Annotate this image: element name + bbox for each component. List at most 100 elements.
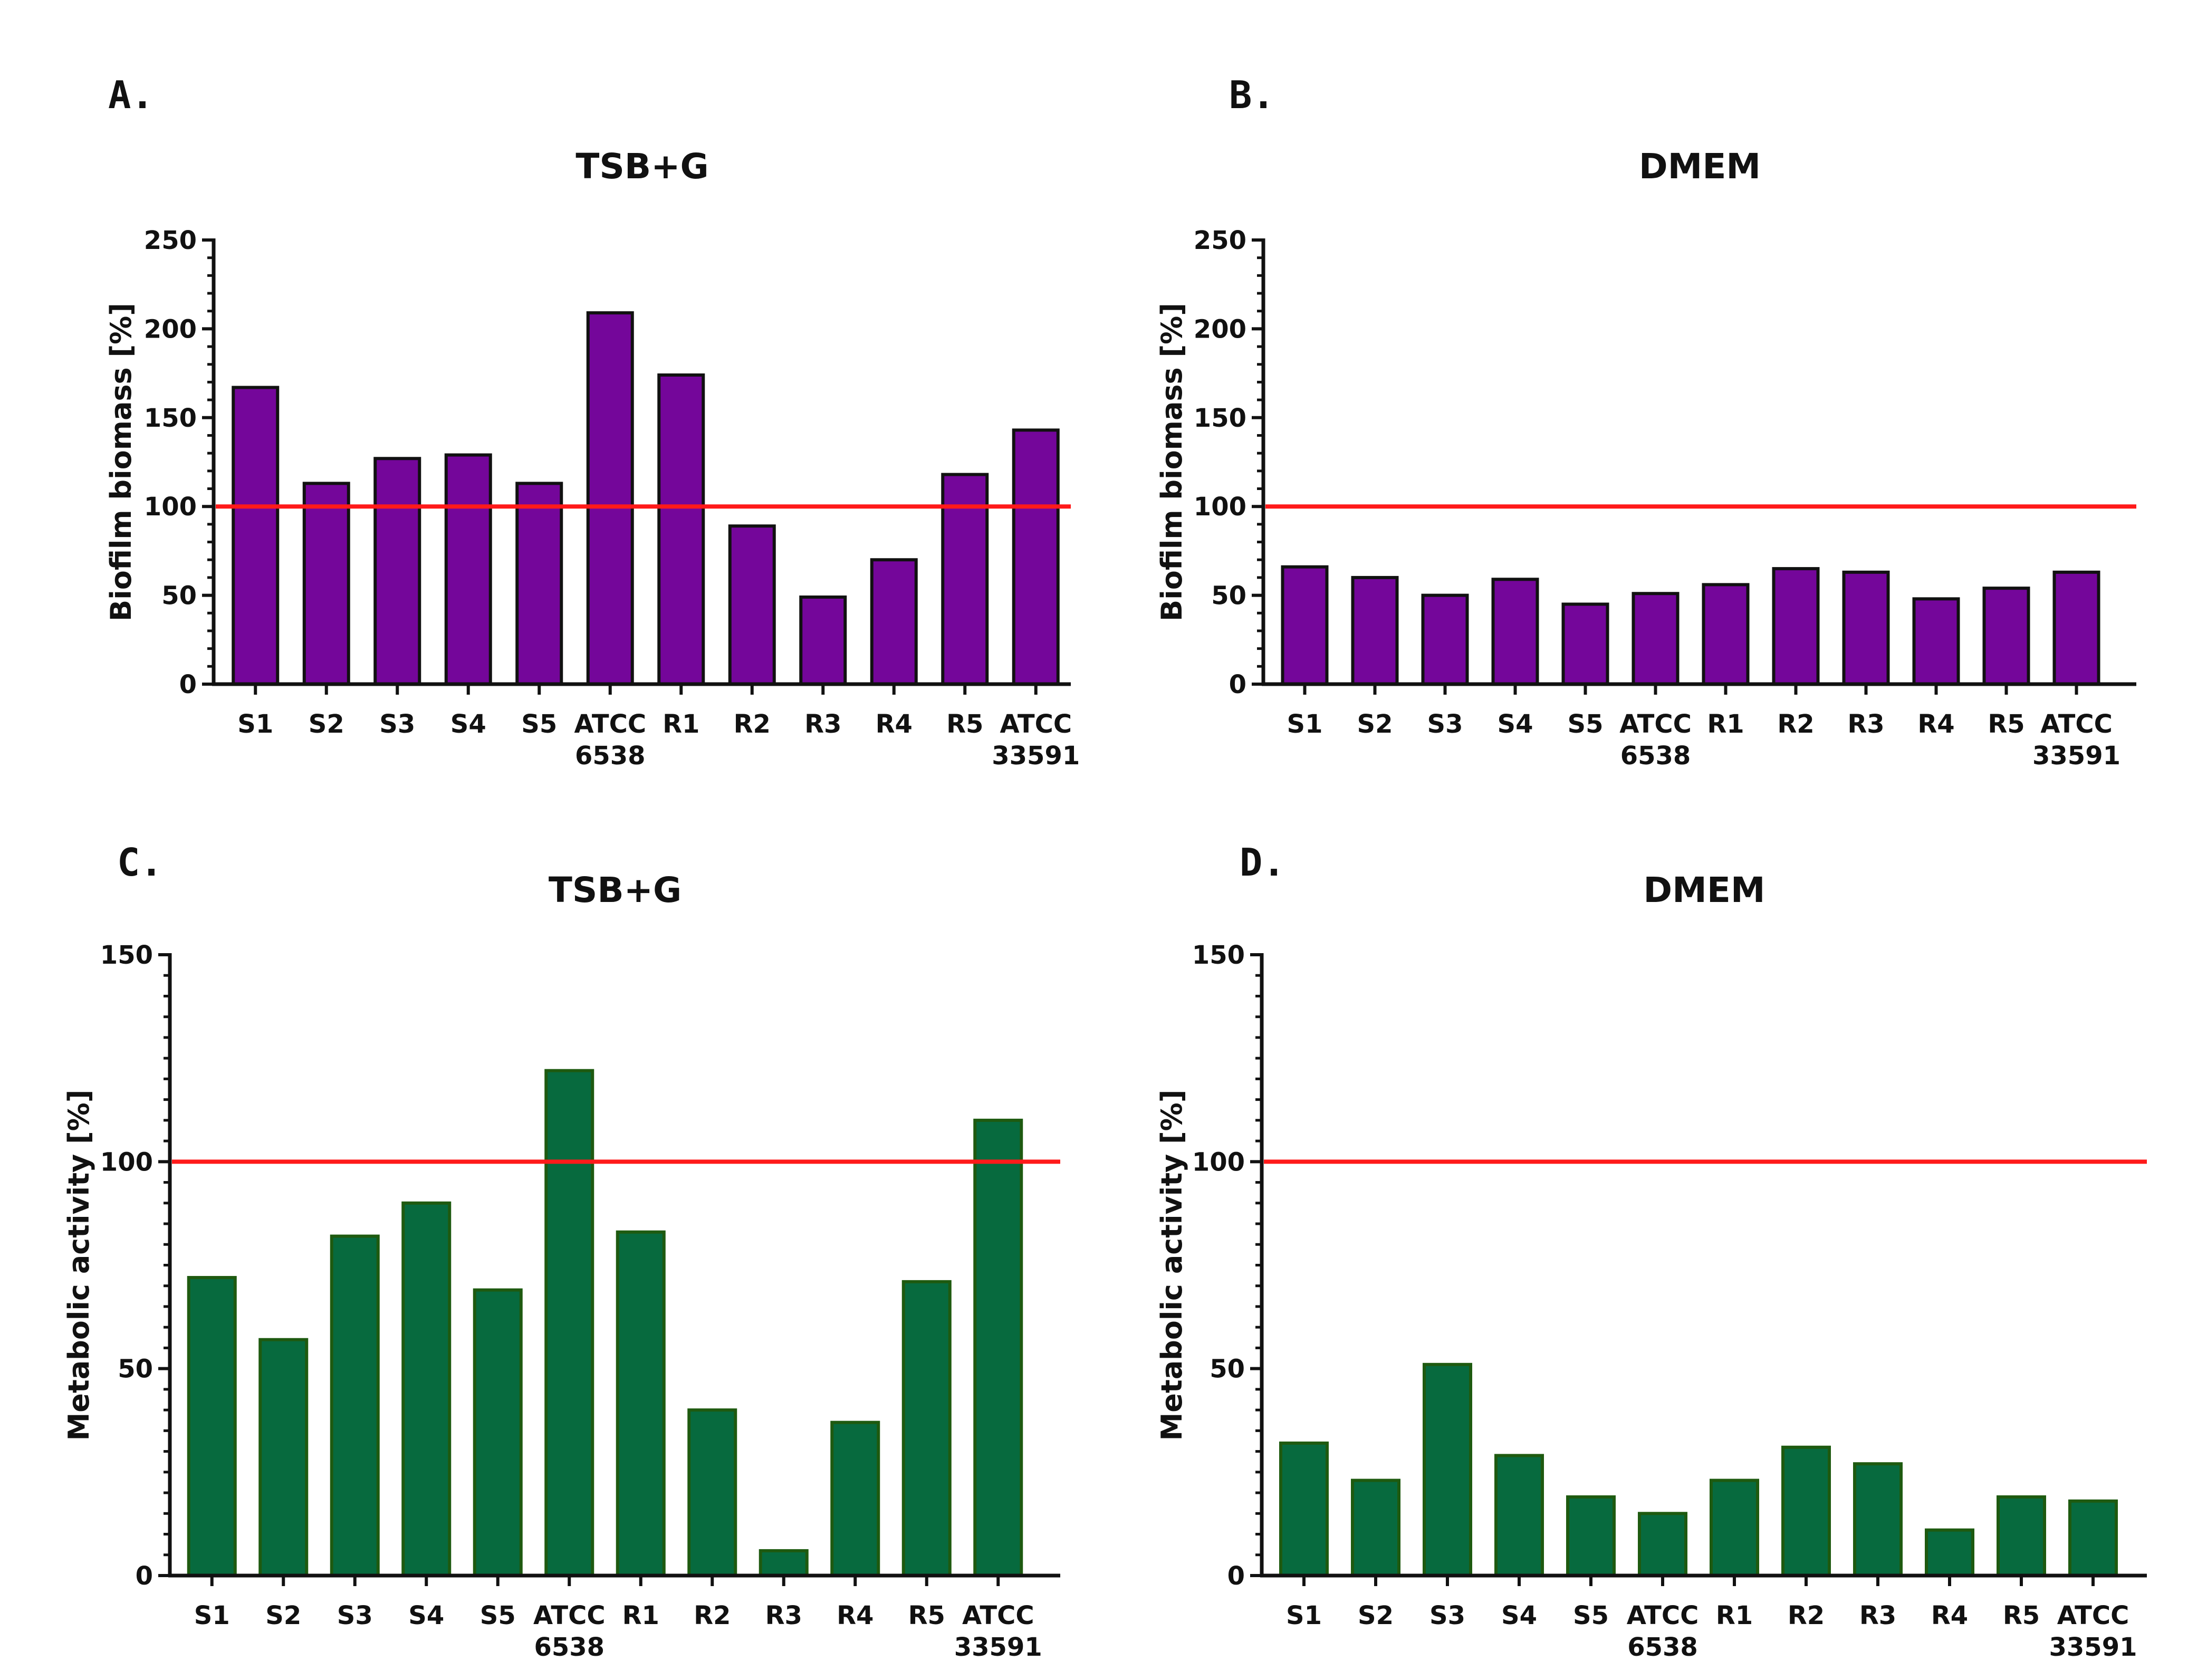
x-tick-label: S5	[480, 1601, 516, 1630]
x-tick-label: ATCC 6538	[533, 1601, 606, 1662]
y-tick-label: 250	[144, 226, 197, 255]
y-axis-label: Metabolic activity [%]	[1155, 1090, 1188, 1441]
panel-letter: D.	[1240, 840, 1285, 885]
bar-atcc-33591	[973, 1118, 1023, 1578]
y-tick-label: 50	[1210, 1355, 1245, 1384]
x-tick-label: S1	[194, 1601, 230, 1630]
panel-letter: B.	[1229, 73, 1275, 117]
bar-s1	[232, 386, 280, 686]
y-axis-label: Biofilm biomass [%]	[1155, 303, 1188, 621]
bar-s3	[1421, 593, 1469, 686]
y-tick-label: 100	[1194, 492, 1246, 522]
x-tick-label: R1	[1716, 1601, 1753, 1630]
y-tick-label: 50	[1211, 581, 1246, 611]
bar-r5	[901, 1280, 952, 1578]
y-axis-label: Biofilm biomass [%]	[104, 303, 138, 621]
x-tick-label: R5	[2003, 1601, 2040, 1630]
x-tick-label: ATCC 33591	[992, 709, 1080, 771]
x-tick-label: ATCC 6538	[1627, 1601, 1699, 1662]
x-tick-label: ATCC 33591	[2049, 1601, 2137, 1662]
x-tick-label: S3	[1429, 1601, 1465, 1630]
x-tick-label: S5	[1568, 709, 1604, 739]
panel-letter: C.	[117, 840, 163, 885]
x-tick-label: ATCC 6538	[574, 709, 646, 771]
bar-s5	[1561, 602, 1609, 686]
bar-atcc-6538	[586, 311, 634, 686]
y-tick-label: 200	[144, 314, 197, 344]
bar-r5	[1982, 587, 2030, 686]
x-tick-label: S1	[1287, 709, 1323, 739]
x-tick-label: R5	[946, 709, 983, 739]
chart-panel-a: A. TSB+G Biofilm biomass [%] 0 50 100 150 200 25…	[104, 73, 1080, 771]
bar-r4	[1912, 597, 1960, 686]
x-tick-label: S5	[1573, 1601, 1609, 1630]
bar-r3	[759, 1549, 809, 1577]
x-tick-label: S1	[237, 709, 273, 739]
y-tick-label: 50	[118, 1355, 153, 1384]
y-tick-label: 100	[144, 492, 197, 522]
bar-s4	[444, 453, 492, 686]
bar-r2	[728, 524, 776, 686]
bar-r1	[1710, 1479, 1759, 1577]
bar-r3	[799, 595, 847, 686]
bar-s1	[187, 1276, 237, 1578]
chart-title: DMEM	[1639, 146, 1761, 187]
x-tick-label: S5	[521, 709, 557, 739]
bar-r1	[616, 1230, 666, 1577]
chart-title: DMEM	[1643, 870, 1765, 910]
bar-r3	[1842, 570, 1890, 686]
bar-r1	[657, 373, 705, 686]
y-tick-label: 0	[136, 1561, 153, 1591]
y-tick-label: 200	[1194, 314, 1246, 344]
y-axis-label: Metabolic activity [%]	[62, 1090, 95, 1441]
chart-title: TSB+G	[575, 146, 708, 187]
y-tick-label: 250	[1194, 226, 1246, 255]
bar-s5	[1566, 1495, 1616, 1577]
bar-atcc-33591	[1012, 428, 1060, 686]
chart-title: TSB+G	[549, 870, 682, 910]
x-tick-label: ATCC 33591	[954, 1601, 1042, 1662]
x-tick-label: R1	[622, 1601, 659, 1630]
bar-r4	[830, 1420, 880, 1577]
y-tick-label: 100	[1192, 1147, 1245, 1177]
bar-s2	[1351, 1479, 1400, 1577]
bar-r2	[687, 1408, 737, 1577]
x-tick-label: R5	[908, 1601, 945, 1630]
bar-r4	[1925, 1528, 1974, 1578]
x-tick-label: R4	[876, 709, 913, 739]
y-tick-label: 0	[179, 670, 197, 699]
bar-atcc-6538	[1632, 592, 1680, 686]
bar-s3	[330, 1234, 380, 1577]
y-tick-label: 150	[1192, 940, 1245, 970]
bar-r2	[1781, 1445, 1831, 1578]
x-tick-label: R3	[804, 709, 841, 739]
bar-s2	[1351, 575, 1399, 686]
bar-s4	[1494, 1454, 1544, 1578]
x-tick-label: R4	[837, 1601, 874, 1630]
x-tick-label: ATCC 33591	[2032, 709, 2120, 771]
bar-s3	[373, 457, 421, 686]
x-tick-label: R2	[694, 1601, 731, 1630]
x-tick-label: R3	[765, 1601, 802, 1630]
x-tick-label: S3	[379, 709, 415, 739]
x-tick-label: R1	[1707, 709, 1744, 739]
x-tick-label: S3	[337, 1601, 373, 1630]
x-tick-label: S1	[1286, 1601, 1322, 1630]
x-tick-label: S2	[265, 1601, 301, 1630]
bar-r2	[1772, 567, 1820, 686]
x-tick-label: S4	[1498, 709, 1533, 739]
panel-letter: A.	[108, 73, 154, 117]
x-tick-label: R3	[1859, 1601, 1896, 1630]
x-tick-label: S2	[309, 709, 344, 739]
x-tick-label: R2	[1788, 1601, 1825, 1630]
bar-s4	[1491, 578, 1539, 686]
x-tick-label: S4	[1501, 1601, 1537, 1630]
x-tick-label: S3	[1427, 709, 1463, 739]
x-tick-label: ATCC 6538	[1619, 709, 1692, 771]
bar-s3	[1423, 1362, 1472, 1578]
y-tick-label: 0	[1229, 670, 1246, 699]
x-tick-label: R4	[1917, 709, 1954, 739]
bar-atcc-6538	[544, 1069, 594, 1577]
bar-s2	[302, 482, 350, 686]
